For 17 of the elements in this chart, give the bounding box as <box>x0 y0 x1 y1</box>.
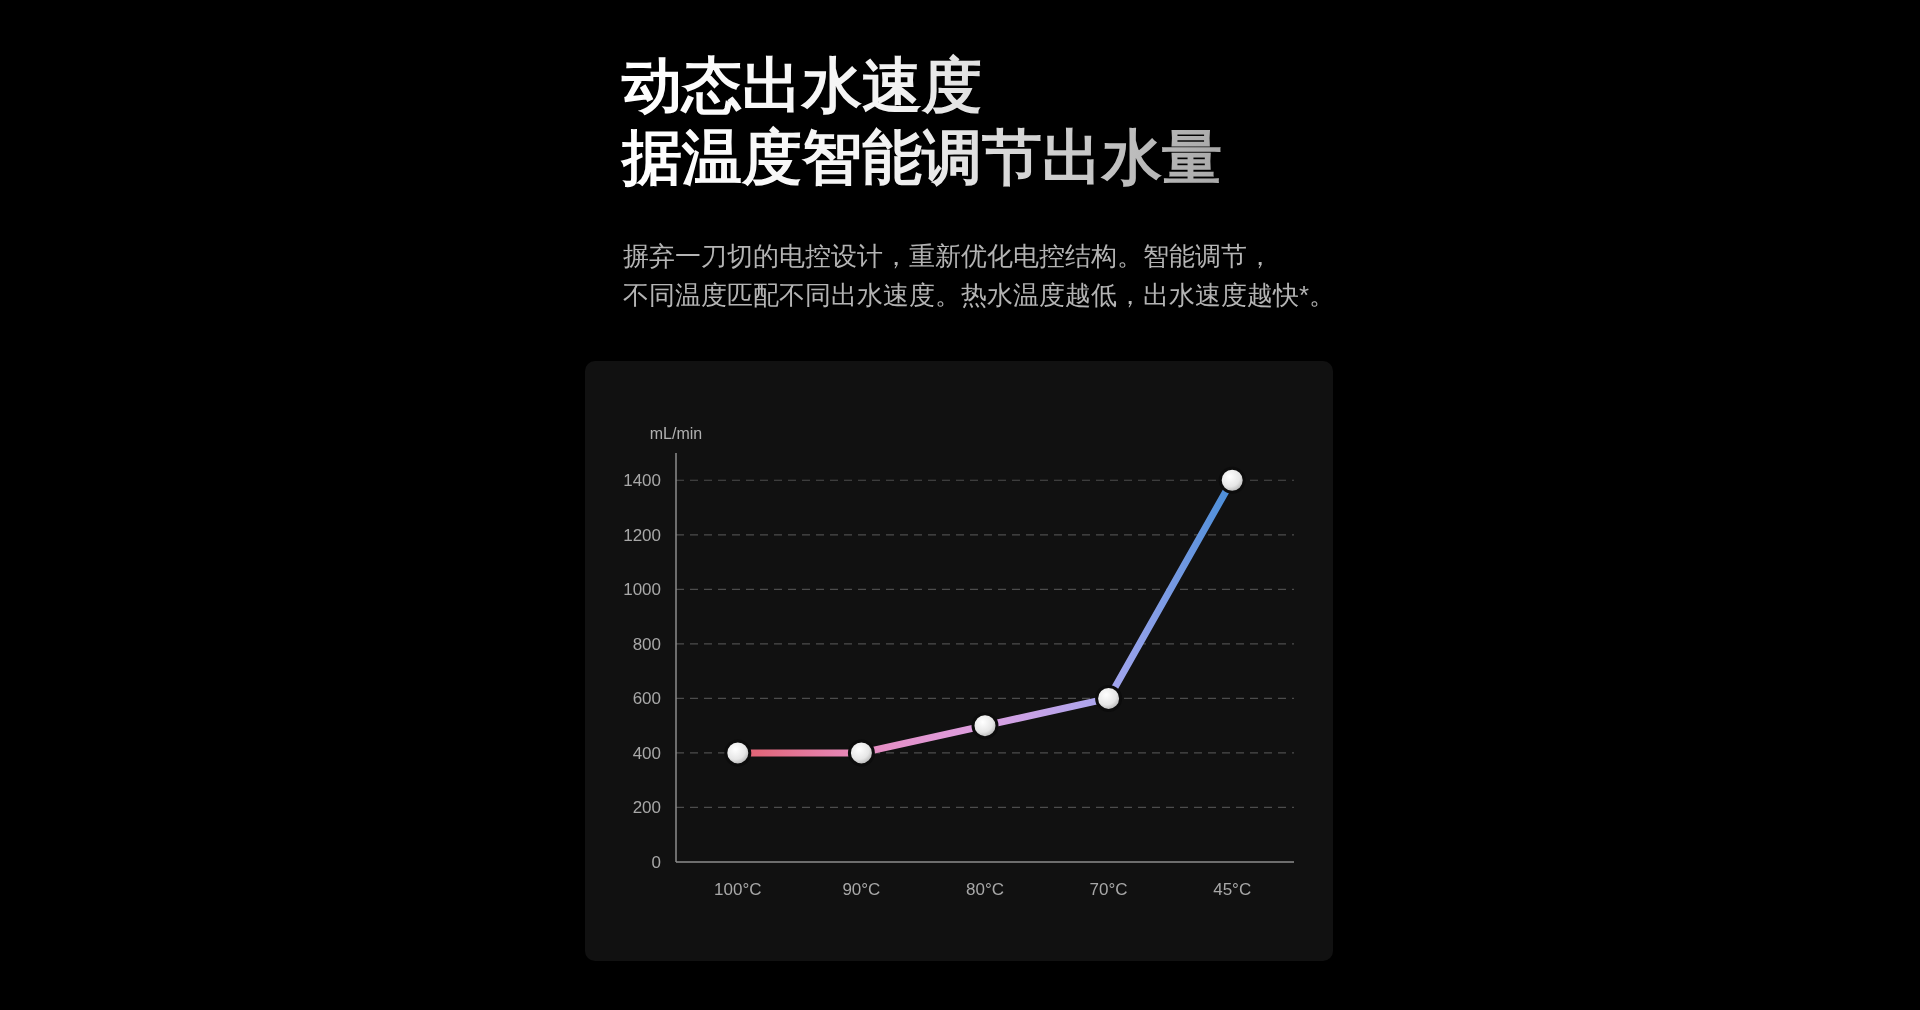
y-tick-label: 800 <box>632 634 661 654</box>
y-tick-label: 600 <box>632 689 661 709</box>
text: 摒弃一刀切的电控设计，重新优化电控结构。智能调节，不同温度匹配不同出水速度。热水温度越低，出水速度越快*。 <box>623 242 1336 309</box>
y-axis-title: mL/min <box>649 424 703 442</box>
chart-title: 动态出水速度 <box>621 52 982 119</box>
x-tick-label: 100°C <box>714 879 762 899</box>
chart-subtitle: 据温度智能调节出水量 <box>620 124 1222 191</box>
y-tick-label: 1000 <box>623 580 661 600</box>
y-tick-label: 200 <box>632 798 661 818</box>
y-tick-label: 1400 <box>623 471 661 491</box>
y-tick-label: 0 <box>651 852 661 872</box>
y-tick-label: 400 <box>632 743 661 763</box>
y-tick-label: 1200 <box>623 525 661 545</box>
x-tick-label: 45°C <box>1213 879 1252 899</box>
x-tick-label: 80°C <box>966 879 1004 899</box>
x-tick-label: 90°C <box>842 879 881 899</box>
x-tick-label: 70°C <box>1089 879 1128 899</box>
